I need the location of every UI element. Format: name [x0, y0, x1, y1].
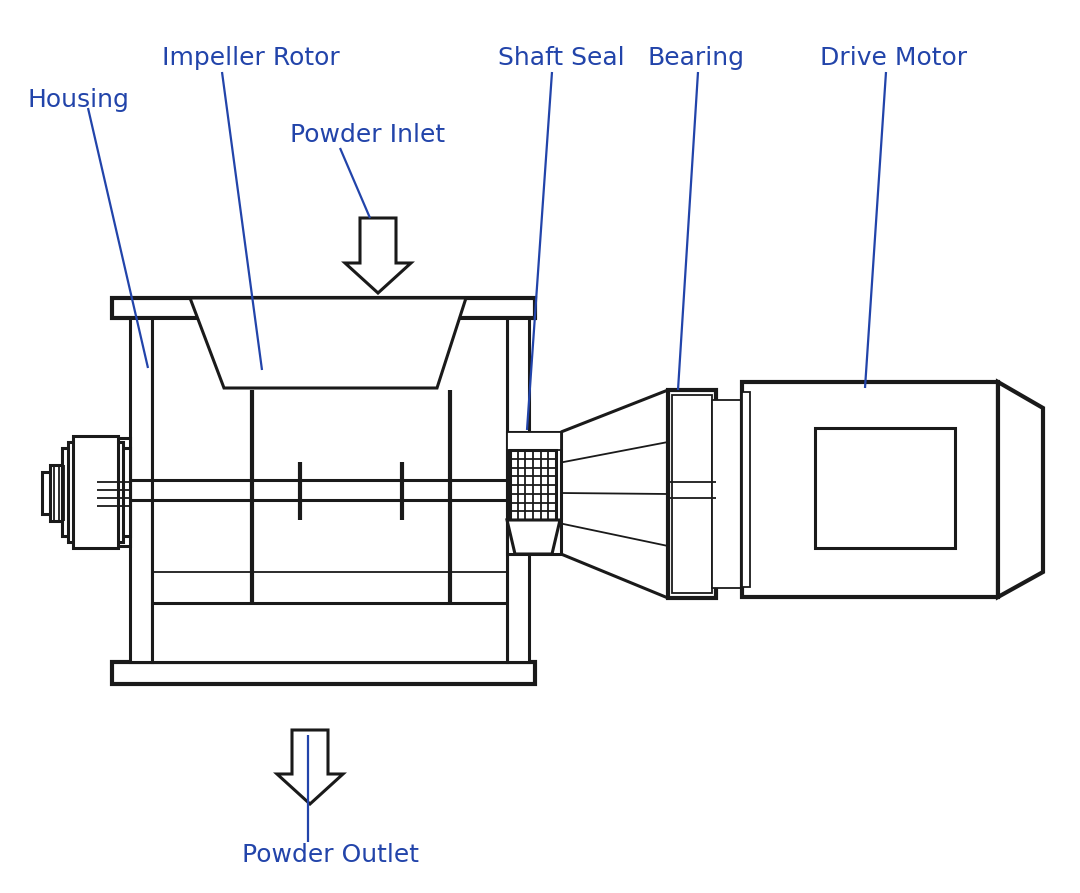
- Bar: [712, 400, 746, 588]
- Polygon shape: [345, 218, 411, 293]
- Bar: [742, 382, 998, 597]
- Text: Powder Inlet: Powder Inlet: [291, 123, 445, 147]
- Bar: [73, 436, 118, 548]
- Bar: [130, 318, 152, 662]
- Polygon shape: [998, 382, 1043, 597]
- Bar: [716, 408, 742, 580]
- Bar: [152, 318, 507, 662]
- Text: Impeller Rotor: Impeller Rotor: [162, 46, 340, 70]
- Bar: [507, 432, 561, 450]
- Polygon shape: [276, 730, 343, 804]
- Bar: [510, 450, 556, 520]
- Text: Drive Motor: Drive Motor: [820, 46, 967, 70]
- Bar: [507, 318, 529, 662]
- Text: Powder Outlet: Powder Outlet: [242, 843, 419, 867]
- Bar: [742, 392, 750, 587]
- Bar: [97, 438, 130, 546]
- Bar: [68, 442, 123, 542]
- Bar: [112, 662, 535, 684]
- Bar: [42, 472, 62, 514]
- Text: Housing: Housing: [28, 88, 130, 112]
- Bar: [672, 395, 712, 593]
- Bar: [669, 390, 716, 598]
- Polygon shape: [507, 520, 561, 554]
- Bar: [815, 428, 955, 548]
- Bar: [62, 448, 130, 536]
- Bar: [507, 432, 561, 554]
- Bar: [50, 465, 62, 521]
- Bar: [112, 298, 535, 318]
- Polygon shape: [190, 298, 465, 388]
- Text: Bearing: Bearing: [648, 46, 745, 70]
- Text: Shaft Seal: Shaft Seal: [498, 46, 624, 70]
